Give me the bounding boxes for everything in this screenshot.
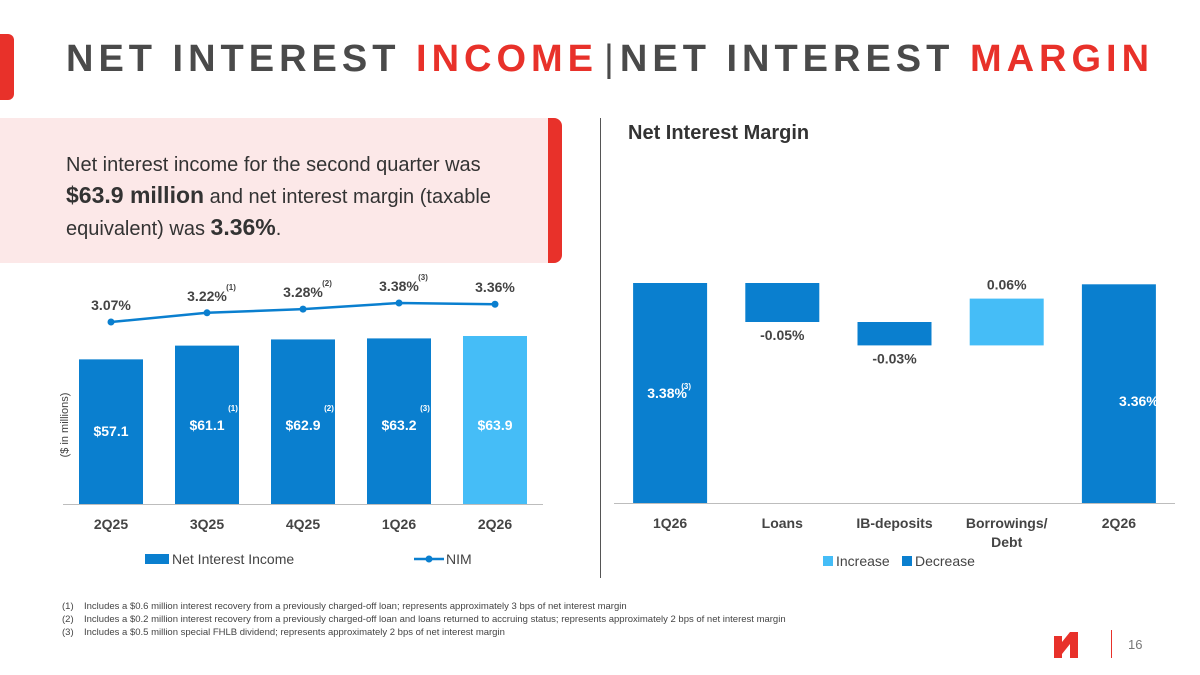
chart-divider [600, 118, 601, 578]
footnote-1: (1) Includes a $0.6 million interest reco… [62, 601, 627, 612]
nim-point-1q26 [395, 299, 403, 307]
waterfall-bar-ib-deposits [857, 322, 932, 346]
waterfall-bar-label: 3.38% [647, 385, 687, 401]
nii-bar-2q25 [79, 359, 143, 504]
right-x-tick-label: Borrowings/ [966, 515, 1048, 531]
nim-point-3q25 [203, 309, 211, 317]
nii-bar-label: $61.1 [189, 417, 224, 433]
left-x-tick-label: 1Q26 [382, 516, 416, 532]
waterfall-bar-footnote: (3) [681, 382, 691, 391]
footnotes: (1) Includes a $0.6 million interest reco… [62, 600, 786, 639]
nii-bar-3q25 [175, 345, 239, 504]
nim-point-footnote: (1) [226, 283, 236, 292]
nii-bar-label: $63.2 [381, 417, 416, 433]
left-x-tick-label: 2Q25 [94, 516, 128, 532]
nim-point-label: 3.07% [91, 297, 131, 313]
nim-point-4q25 [299, 305, 307, 313]
legend-decrease-swatch [902, 556, 912, 566]
left-y-axis-label: ($ in millions) [59, 393, 71, 458]
right-x-tick-label: Debt [991, 534, 1022, 550]
legend-decrease-label: Decrease [915, 553, 975, 569]
waterfall-bar-1q26 [633, 283, 708, 503]
right-x-tick-label: 1Q26 [653, 515, 687, 531]
nii-bar-2q26 [463, 336, 527, 504]
waterfall-bar-loans [745, 283, 820, 322]
page-number: 16 [1128, 637, 1143, 652]
left-x-tick-label: 4Q25 [286, 516, 320, 532]
nii-bar-1q26 [367, 338, 431, 504]
waterfall-bar-label: -0.05% [760, 327, 805, 343]
logo-divider [1111, 630, 1112, 658]
nim-point-2q26 [491, 300, 499, 308]
nii-bar-label: $57.1 [93, 423, 128, 439]
company-logo [1054, 632, 1078, 658]
legend-nii-swatch [145, 554, 169, 564]
legend-increase-label: Increase [836, 553, 890, 569]
page-title: NET INTEREST INCOME | NET INTEREST MARGIN [66, 38, 1155, 80]
footnote-3: (3) Includes a $0.5 million special FHLB … [62, 627, 505, 638]
nim-point-2q25 [107, 318, 115, 326]
nim-chart-title: Net Interest Margin [628, 122, 810, 144]
nii-bar-footnote: (3) [420, 404, 430, 413]
left-x-tick-label: 3Q25 [190, 516, 224, 532]
footnote-2: (2) Includes a $0.2 million interest reco… [62, 614, 786, 625]
nii-bar-4q25 [271, 339, 335, 504]
waterfall-bar-borrowings-debt [969, 298, 1044, 346]
nim-point-label: 3.28% [283, 284, 323, 300]
summary-callout: Net interest income for the second quart… [0, 118, 562, 263]
nim-point-label: 3.38% [379, 278, 419, 294]
nim-point-label: 3.36% [475, 279, 515, 295]
nim-point-label: 3.22% [187, 288, 227, 304]
waterfall-bar-label: 3.36% [1119, 393, 1159, 409]
right-x-tick-label: Loans [762, 515, 803, 531]
waterfall-bar-label: -0.03% [872, 350, 917, 366]
legend-nim-marker [425, 555, 433, 563]
waterfall-bar-2q26 [1081, 284, 1156, 503]
nii-bar-footnote: (2) [324, 404, 334, 413]
left-x-tick-label: 2Q26 [478, 516, 512, 532]
nim-point-footnote: (2) [322, 279, 332, 288]
nii-bar-footnote: (1) [228, 404, 238, 413]
nim-point-footnote: (3) [418, 273, 428, 282]
right-x-tick-label: 2Q26 [1102, 515, 1136, 531]
legend-increase-swatch [823, 556, 833, 566]
waterfall-bar-label: 0.06% [987, 277, 1027, 293]
legend-nii-label: Net Interest Income [172, 551, 294, 567]
summary-text: Net interest income for the second quart… [66, 154, 491, 240]
accent-bar [0, 34, 14, 100]
legend-nim-label: NIM [446, 551, 472, 567]
right-x-tick-label: IB-deposits [856, 515, 932, 531]
nii-bar-label: $63.9 [477, 417, 512, 433]
nii-bar-label: $62.9 [285, 417, 320, 433]
